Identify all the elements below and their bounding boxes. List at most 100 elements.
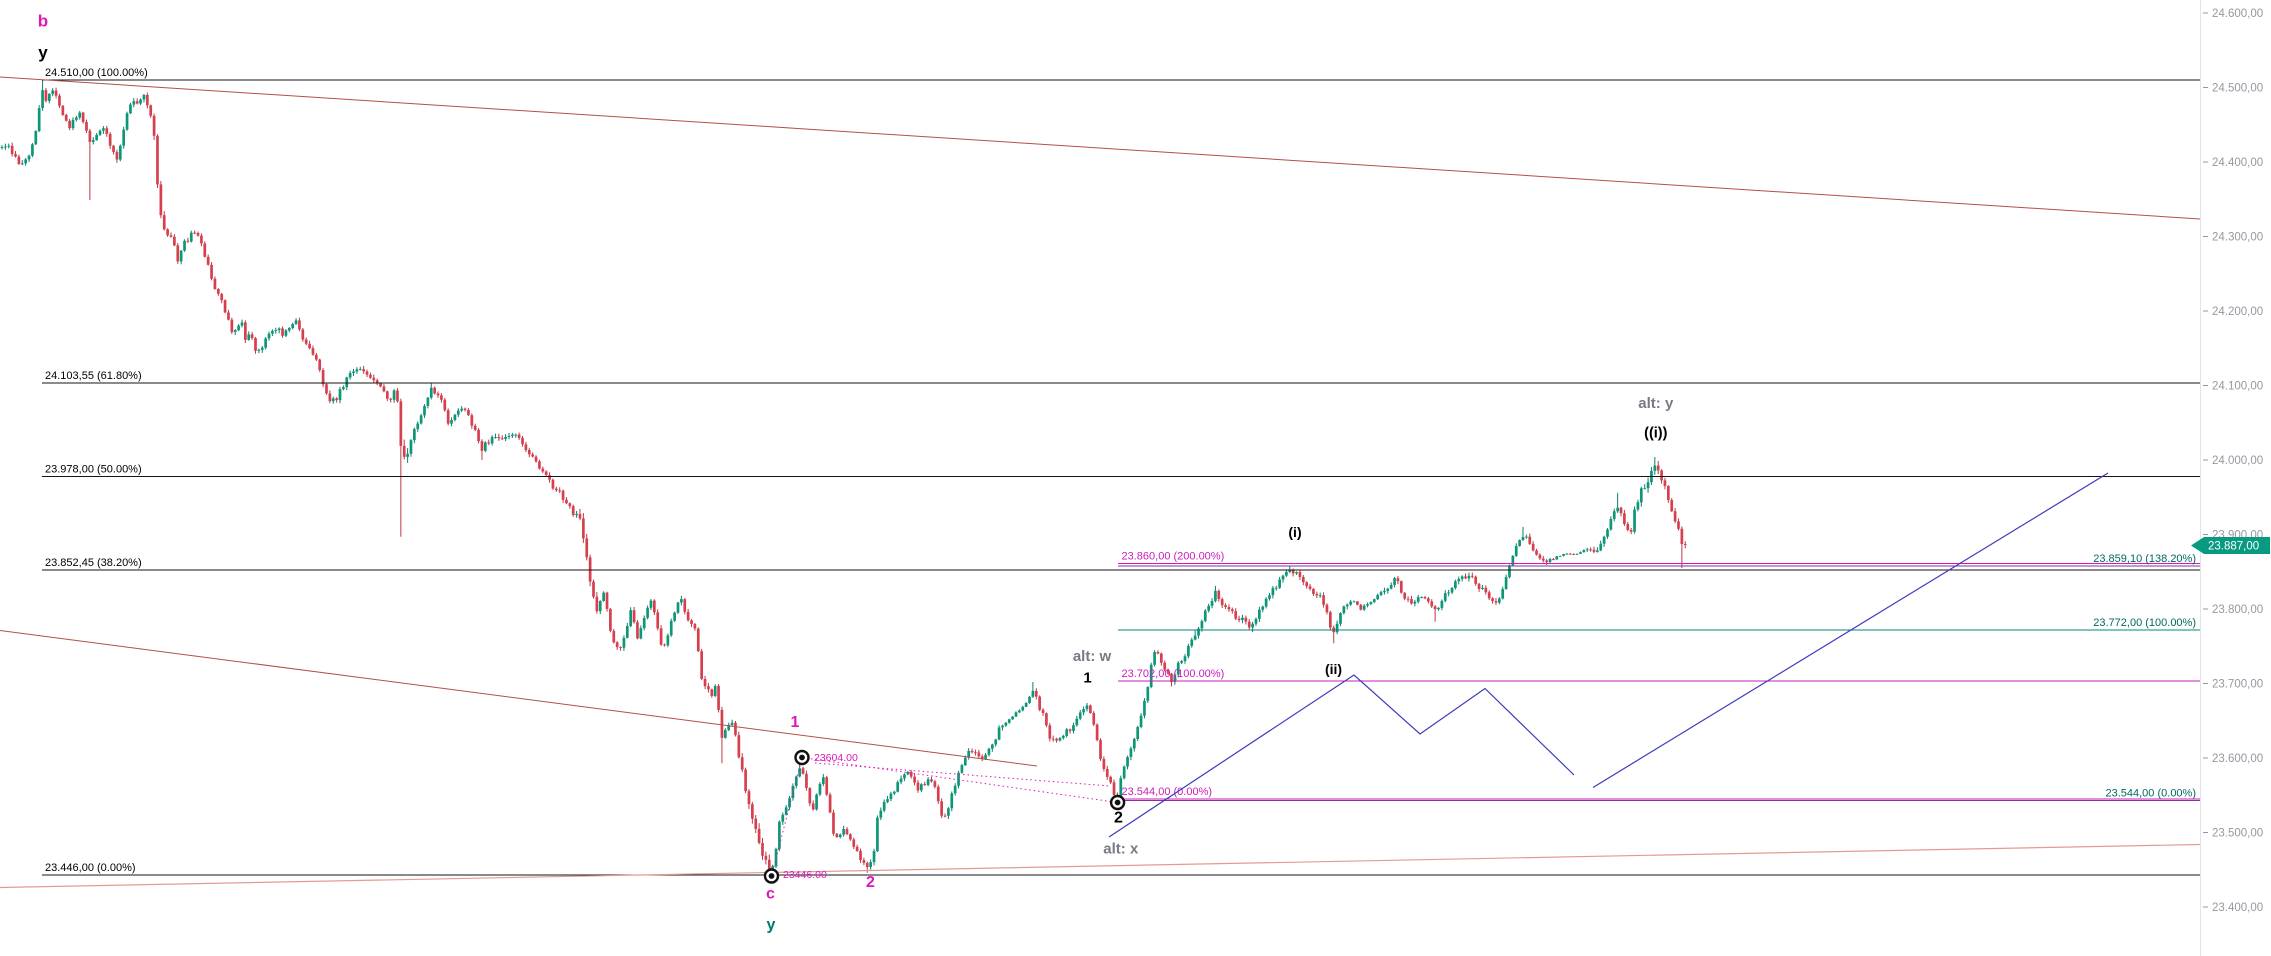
- wave-label-2: 2: [866, 874, 875, 891]
- candle-body-up: [896, 782, 900, 792]
- candle-body-up: [1518, 540, 1521, 546]
- candle-body-down: [744, 769, 747, 792]
- candle-body-up: [1200, 621, 1204, 629]
- candle-body-down: [1247, 621, 1251, 628]
- candle-body-up: [842, 829, 845, 835]
- candle-body-up: [78, 112, 82, 118]
- candle-body-down: [254, 338, 257, 351]
- candle-body-up: [342, 387, 345, 390]
- candle-body-down: [1041, 709, 1045, 714]
- candle-body-up: [287, 328, 291, 331]
- candle-body-up: [1011, 716, 1014, 720]
- candle-body-down: [1427, 598, 1430, 602]
- candle-body-up: [75, 117, 78, 120]
- candle-body-down: [88, 130, 92, 142]
- candle-body-down: [1068, 729, 1072, 731]
- candle-body-down: [112, 145, 115, 153]
- candle-body-down: [531, 454, 535, 457]
- candle-body-up: [511, 434, 514, 436]
- last-price-badge[interactable]: 23.887,00: [2191, 536, 2270, 554]
- candle-body-down: [865, 862, 869, 868]
- candle-body-down: [301, 329, 305, 340]
- pivot-marker[interactable]: [1109, 794, 1126, 811]
- price-axis[interactable]: 24.600,00 24.500,00 24.400,00 24.300,00 24.2…: [2200, 0, 2264, 956]
- candle-body-down: [1220, 599, 1224, 606]
- candle-body-up: [331, 398, 335, 402]
- candle-body-up: [818, 783, 822, 795]
- candle-body-down: [443, 399, 447, 411]
- candle-body-up: [7, 145, 11, 147]
- candle-body-down: [487, 442, 491, 444]
- candle-body-down: [81, 112, 85, 122]
- candle-body-down: [10, 145, 14, 155]
- pivot-marker[interactable]: 23604.00: [794, 749, 858, 766]
- wave-label-altx: alt: x: [1103, 841, 1139, 858]
- candle-body-down: [186, 240, 190, 242]
- candle-body-up: [815, 794, 818, 810]
- candle-body-down: [105, 128, 109, 134]
- candle-body-up: [892, 791, 896, 794]
- candle-body-up: [903, 774, 906, 779]
- candle-body-down: [1535, 550, 1538, 555]
- fib-drawing-purple-teal-retracement[interactable]: 23.859,10 (138.20%)23.772,00 (100.00%)23…: [1118, 553, 2200, 802]
- candle-body-down: [609, 608, 612, 631]
- candle-body-up: [1278, 579, 1281, 588]
- candle-body-up: [264, 338, 267, 348]
- candle-body-up: [294, 320, 298, 325]
- candle-body-down: [754, 818, 758, 829]
- candle-body-down: [156, 135, 159, 185]
- candle-body-up: [781, 814, 785, 822]
- candle-body-up: [926, 779, 930, 785]
- candle-body-up: [1599, 543, 1603, 551]
- candle-body-down: [1312, 588, 1315, 594]
- candle-body-up: [284, 330, 288, 336]
- candle-body-up: [102, 128, 105, 131]
- candle-body-down: [1528, 536, 1532, 544]
- candle-body-down: [335, 398, 338, 401]
- candle-body-down: [173, 236, 176, 246]
- candle-body-up: [1024, 702, 1028, 707]
- fib-drawing-magenta-extension[interactable]: 23.860,00 (200.00%) 23.702,00 (100.00%) 23…: [1118, 551, 2200, 800]
- candle-body-down: [250, 334, 254, 339]
- wave-label-b: b: [38, 12, 48, 31]
- wave-label-y: y: [767, 917, 776, 934]
- candle-body-down: [399, 401, 403, 446]
- candle-body-down: [308, 343, 311, 349]
- candle-body-down: [1629, 529, 1633, 532]
- candle-body-down: [203, 243, 207, 257]
- projection-zigzag-a[interactable]: [1108, 674, 1575, 838]
- fib-level-label: 23.852,45 (38.20%): [45, 557, 142, 569]
- candle-body-up: [953, 785, 957, 794]
- candle-body-down: [740, 757, 744, 770]
- candle-body-down: [801, 768, 805, 774]
- candle-body-down: [558, 490, 562, 492]
- candle-body-up: [142, 94, 146, 100]
- candle-body-down: [527, 449, 531, 455]
- candle-body-up: [0, 147, 4, 148]
- candle-body-up: [1031, 690, 1035, 697]
- candle-body-up: [1149, 664, 1153, 688]
- projection-line-b[interactable]: [1592, 472, 2109, 789]
- fib-drawing-black-retracement[interactable]: 24.510,00 (100.00%) 24.103,55 (61.80%) 23.…: [42, 67, 2200, 876]
- candle-body-up: [429, 387, 433, 398]
- candle-body-down: [720, 709, 724, 738]
- candle-body-down: [845, 829, 849, 835]
- candle-body-up: [882, 801, 886, 811]
- candle-body-up: [1565, 553, 1569, 555]
- candle-body-up: [821, 777, 825, 784]
- pivot-marker[interactable]: 23446.00: [763, 868, 827, 884]
- wave-label-2: 2: [1114, 809, 1123, 826]
- trendline-middle-descending[interactable]: [0, 630, 1038, 767]
- trendline-lower-salmon[interactable]: [0, 843, 2201, 889]
- candle-body-up: [1021, 706, 1025, 711]
- candle-body-up: [1602, 536, 1606, 544]
- candle-body-down: [369, 374, 372, 378]
- wave-label-i: (i): [1288, 524, 1301, 540]
- candle-body-down: [1305, 582, 1309, 587]
- candle-body-down: [200, 235, 203, 244]
- trendline-upper-channel[interactable]: [0, 76, 2201, 220]
- candle-body-up: [879, 810, 883, 818]
- candle-body-down: [500, 438, 504, 440]
